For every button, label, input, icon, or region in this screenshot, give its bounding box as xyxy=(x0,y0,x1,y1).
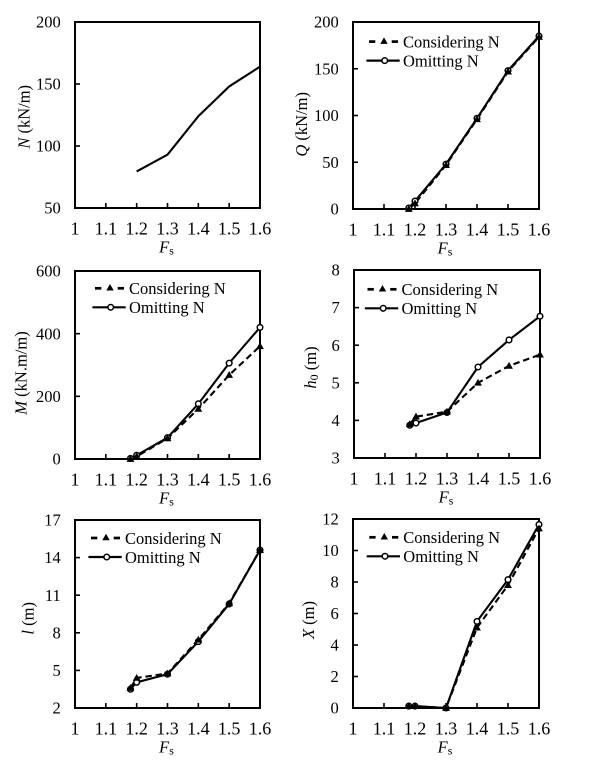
svg-text:h0 (m): h0 (m) xyxy=(301,346,321,388)
svg-text:2: 2 xyxy=(53,699,61,718)
svg-text:8: 8 xyxy=(53,623,61,642)
svg-text:1: 1 xyxy=(71,470,80,490)
svg-text:150: 150 xyxy=(36,75,61,94)
svg-text:Fs: Fs xyxy=(158,489,174,509)
svg-text:M (kN.m/m): M (kN.m/m) xyxy=(12,331,31,415)
svg-text:14: 14 xyxy=(44,548,61,567)
svg-text:1.2: 1.2 xyxy=(405,469,428,489)
svg-text:Fs: Fs xyxy=(437,738,453,758)
svg-text:1.5: 1.5 xyxy=(218,470,241,490)
svg-text:1.4: 1.4 xyxy=(187,470,210,490)
svg-text:10: 10 xyxy=(322,541,339,560)
svg-text:12: 12 xyxy=(322,510,339,529)
svg-text:200: 200 xyxy=(36,387,61,406)
svg-text:1.3: 1.3 xyxy=(156,719,179,739)
svg-text:1.4: 1.4 xyxy=(467,469,490,489)
svg-text:1.5: 1.5 xyxy=(218,719,241,739)
svg-text:1.3: 1.3 xyxy=(435,719,458,739)
svg-text:11: 11 xyxy=(45,586,61,605)
svg-text:1.6: 1.6 xyxy=(528,719,551,739)
svg-text:1.4: 1.4 xyxy=(187,719,210,739)
svg-text:1: 1 xyxy=(71,719,80,739)
svg-text:1.6: 1.6 xyxy=(249,470,272,490)
svg-text:5: 5 xyxy=(53,661,61,680)
svg-text:2: 2 xyxy=(331,667,339,686)
svg-text:0: 0 xyxy=(331,699,339,718)
svg-text:17: 17 xyxy=(44,511,61,530)
svg-text:1.3: 1.3 xyxy=(156,470,179,490)
svg-text:1.5: 1.5 xyxy=(497,220,520,240)
svg-text:Omitting N: Omitting N xyxy=(125,548,201,567)
svg-text:8: 8 xyxy=(332,261,340,280)
svg-text:50: 50 xyxy=(44,199,61,218)
svg-text:N (kN/m): N (kN/m) xyxy=(14,85,33,150)
svg-text:Omitting N: Omitting N xyxy=(403,51,479,70)
svg-text:1.2: 1.2 xyxy=(125,719,148,739)
svg-text:1.4: 1.4 xyxy=(466,719,489,739)
svg-text:1.5: 1.5 xyxy=(498,469,521,489)
svg-text:1: 1 xyxy=(350,469,359,489)
svg-text:600: 600 xyxy=(36,262,61,281)
svg-text:Considering N: Considering N xyxy=(129,279,226,298)
svg-text:Omitting N: Omitting N xyxy=(403,547,479,566)
svg-text:150: 150 xyxy=(314,59,339,78)
svg-text:1.1: 1.1 xyxy=(373,220,396,240)
svg-text:6: 6 xyxy=(331,604,339,623)
svg-text:1.2: 1.2 xyxy=(404,220,427,240)
svg-text:1.5: 1.5 xyxy=(497,719,520,739)
svg-text:l (m): l (m) xyxy=(19,602,38,635)
svg-text:1.2: 1.2 xyxy=(125,470,148,490)
svg-text:1.3: 1.3 xyxy=(156,219,179,239)
svg-text:Considering N: Considering N xyxy=(403,32,500,51)
svg-text:1.4: 1.4 xyxy=(466,220,489,240)
svg-text:Fs: Fs xyxy=(437,239,453,259)
svg-text:Omitting N: Omitting N xyxy=(129,298,205,317)
svg-text:4: 4 xyxy=(331,636,339,655)
svg-text:3: 3 xyxy=(332,449,340,468)
svg-text:0: 0 xyxy=(331,200,339,219)
svg-text:100: 100 xyxy=(36,137,61,156)
svg-text:5: 5 xyxy=(332,373,340,392)
svg-text:1.1: 1.1 xyxy=(373,719,396,739)
svg-text:7: 7 xyxy=(332,298,340,317)
svg-text:Fs: Fs xyxy=(158,738,174,758)
svg-text:1.6: 1.6 xyxy=(249,719,272,739)
svg-text:Considering N: Considering N xyxy=(402,280,499,299)
svg-text:1.1: 1.1 xyxy=(95,470,118,490)
svg-text:X (m): X (m) xyxy=(299,601,318,640)
svg-text:1: 1 xyxy=(349,719,358,739)
svg-text:4: 4 xyxy=(332,411,340,430)
svg-text:6: 6 xyxy=(332,336,340,355)
svg-text:1.2: 1.2 xyxy=(125,219,148,239)
svg-text:400: 400 xyxy=(36,324,61,343)
svg-text:Omitting N: Omitting N xyxy=(402,299,478,318)
svg-text:100: 100 xyxy=(314,106,339,125)
svg-text:1.1: 1.1 xyxy=(374,469,397,489)
svg-text:Fs: Fs xyxy=(438,488,454,508)
svg-text:Considering N: Considering N xyxy=(125,529,222,548)
svg-text:1.2: 1.2 xyxy=(404,719,427,739)
svg-text:1.1: 1.1 xyxy=(95,219,118,239)
svg-text:1: 1 xyxy=(71,219,80,239)
svg-text:200: 200 xyxy=(36,13,61,32)
svg-text:50: 50 xyxy=(322,153,339,172)
svg-text:1.1: 1.1 xyxy=(95,719,118,739)
svg-text:Fs: Fs xyxy=(158,238,174,258)
svg-text:1.3: 1.3 xyxy=(435,220,458,240)
svg-text:0: 0 xyxy=(53,450,61,469)
svg-text:1.4: 1.4 xyxy=(187,219,210,239)
svg-text:1.3: 1.3 xyxy=(436,469,459,489)
svg-text:1.5: 1.5 xyxy=(218,219,241,239)
svg-text:Considering N: Considering N xyxy=(403,528,500,547)
svg-text:Q (kN/m): Q (kN/m) xyxy=(292,92,311,157)
svg-text:8: 8 xyxy=(331,573,339,592)
svg-text:1.6: 1.6 xyxy=(528,220,551,240)
svg-text:200: 200 xyxy=(314,13,339,32)
svg-text:1: 1 xyxy=(349,220,358,240)
svg-text:1.6: 1.6 xyxy=(529,469,552,489)
svg-text:1.6: 1.6 xyxy=(249,219,272,239)
